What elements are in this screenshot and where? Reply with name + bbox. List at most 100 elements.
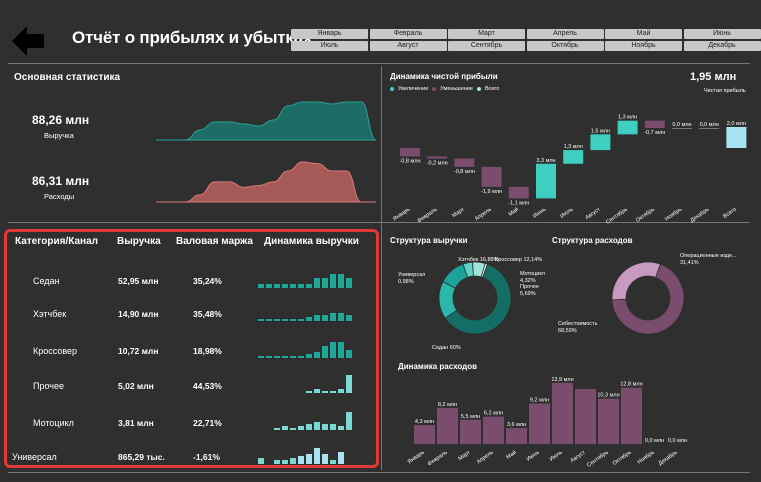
waterfall-bar [590, 134, 611, 151]
category-revenue: 52,95 млн [118, 276, 159, 286]
revenue-structure-title: Структура выручки [390, 236, 468, 245]
category-margin: -1,61% [193, 452, 220, 462]
month-button[interactable]: Май [605, 29, 682, 39]
expense-category-label: Март [457, 449, 472, 462]
revenue-area-chart [155, 101, 377, 141]
divider [8, 63, 750, 64]
expense-dynamics-bar-chart: 4,3 млн Январь 8,2 млн Февраль 5,5 млн Март 6,… [407, 377, 687, 469]
sparkline-bar [298, 284, 304, 288]
month-button[interactable]: Декабрь [683, 41, 761, 51]
main-stats-title: Основная статистика [14, 72, 121, 83]
legend-dot-icon [432, 87, 437, 91]
revenue-label: Выручка [44, 131, 74, 140]
month-button[interactable]: Август [369, 41, 447, 51]
revenue-sparkline [258, 448, 344, 464]
sparkline-bar [266, 284, 272, 288]
expense-data-label: 13,9 млн [551, 377, 573, 383]
expense-bar [598, 398, 619, 444]
sparkline-bar [306, 424, 312, 430]
waterfall-bar [699, 128, 720, 129]
category-table-highlight [4, 229, 379, 468]
waterfall-category-label: Всего [722, 207, 737, 220]
waterfall-data-label: 1,5 млн [591, 128, 610, 134]
month-button[interactable]: Январь [291, 29, 368, 39]
month-button[interactable]: Октябрь [526, 41, 604, 51]
category-margin: 18,98% [193, 346, 222, 356]
sparkline-bar [330, 342, 336, 358]
sparkline-bar [274, 428, 280, 430]
sparkline-bar [330, 391, 336, 393]
sparkline-bar [338, 313, 344, 321]
sparkline-bar [258, 319, 264, 321]
donut-label: Хэтчбек 16,88% [458, 257, 499, 263]
donut-slice [444, 263, 512, 335]
expense-category-label: Февраль [427, 450, 449, 468]
month-button[interactable]: Ноябрь [605, 41, 682, 51]
expense-bar [529, 403, 550, 444]
category-name: Седан [33, 276, 60, 286]
expense-bar [621, 387, 642, 444]
sparkline-bar [330, 274, 336, 288]
sparkline-bar [314, 422, 320, 430]
donut-label: 4,32% [520, 278, 536, 284]
sparkline-bar [282, 284, 288, 288]
waterfall-data-label: -1,1 млн [508, 200, 529, 206]
category-margin: 44,53% [193, 381, 222, 391]
category-revenue: 10,72 млн [118, 346, 159, 356]
sparkline-bar [298, 456, 304, 464]
waterfall-data-label: 0,0 млн [700, 122, 719, 128]
expense-data-label: 12,8 млн [620, 382, 642, 388]
sparkline-bar [306, 317, 312, 321]
category-name: Мотоцикл [33, 418, 74, 428]
legend-dot-icon [476, 87, 481, 91]
legend-total: Всего [484, 86, 500, 92]
expense-category-label: Апрель [476, 450, 495, 466]
sparkline-bar [258, 356, 264, 358]
expense-category-label: Август [570, 449, 587, 464]
sparkline-bar [306, 454, 312, 464]
legend-decrease: Уменьшение [440, 86, 473, 92]
category-margin: 22,71% [193, 418, 222, 428]
expense-category-label: Сентябрь [586, 450, 610, 469]
donut-label: 5,69% [520, 291, 536, 297]
month-button[interactable]: Февраль [369, 29, 447, 39]
sparkline-bar [338, 389, 344, 393]
revenue-sparkline [274, 412, 352, 430]
sparkline-bar [290, 356, 296, 358]
sparkline-bar [290, 284, 296, 288]
back-arrow-icon[interactable] [12, 24, 46, 58]
expense-data-label: 3,6 млн [507, 422, 526, 428]
month-button[interactable]: Апрель [526, 29, 604, 39]
expense-category-label: Май [505, 449, 518, 461]
area-series [155, 101, 377, 141]
category-revenue: 14,90 млн [118, 309, 159, 319]
donut-label: Операционные изде... [680, 253, 737, 259]
donut-label: Седан 60% [432, 345, 461, 351]
category-name: Хэтчбек [33, 309, 67, 319]
sparkline-bar [322, 454, 328, 464]
month-button[interactable]: Июль [291, 41, 368, 51]
month-button[interactable]: Март [448, 29, 525, 39]
col-header-margin: Валовая маржа [176, 236, 253, 247]
expense-bar [460, 419, 481, 444]
expense-category-label: Июнь [526, 450, 541, 463]
donut-label: Кроссовер 12,14% [495, 257, 542, 263]
category-margin: 35,48% [193, 309, 222, 319]
month-button[interactable]: Июнь [683, 29, 761, 39]
sparkline-bar [322, 315, 328, 321]
waterfall-bar [454, 158, 475, 167]
sparkline-bar [258, 284, 264, 288]
expense-category-label: Ноябрь [637, 450, 656, 466]
expense-dynamics-title: Динамика расходов [398, 362, 478, 371]
expense-data-label: 4,3 млн [415, 419, 434, 425]
sparkline-bar [330, 313, 336, 321]
divider [8, 222, 750, 223]
waterfall-bar [536, 163, 556, 199]
month-button[interactable]: Сентябрь [448, 41, 525, 51]
sparkline-bar [322, 346, 328, 358]
waterfall-bar [508, 186, 529, 199]
expense-bar [437, 407, 458, 444]
expense-bar [414, 425, 435, 444]
sparkline-bar [338, 342, 344, 358]
sparkline-bar [346, 278, 352, 288]
